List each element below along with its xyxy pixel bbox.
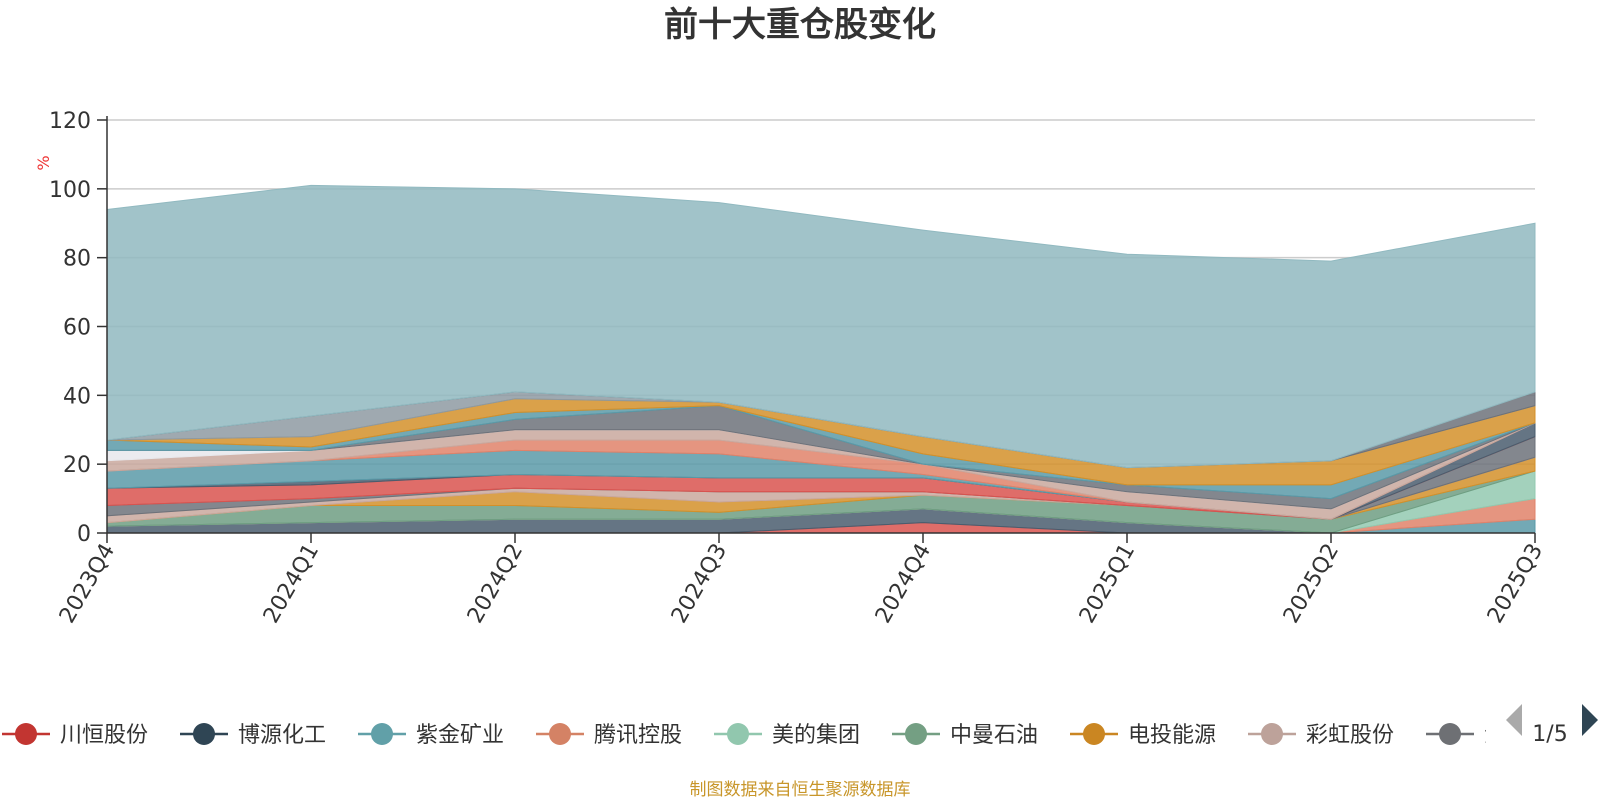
y-tick-label: 60 [63,316,91,341]
legend-page-indicator: 1/5 [1532,722,1567,747]
x-tick-label: 2024Q3 [667,540,732,628]
legend-prev-icon[interactable] [1506,704,1522,736]
area-series-21 [106,184,1536,469]
x-tick-label: 2025Q2 [1279,540,1344,628]
legend-item[interactable]: 川恒股份 [2,723,148,748]
legend-label: 电投能源 [1128,723,1216,748]
legend-marker-icon [1083,723,1105,745]
legend-marker-icon [549,723,571,745]
y-tick-label: 20 [63,453,91,478]
legend-marker-icon [905,723,927,745]
legend-label: 腾讯控股 [594,723,682,748]
legend-item[interactable]: 博源化工 [180,723,326,748]
legend-marker-icon [1261,723,1283,745]
legend-item[interactable]: 腾讯控股 [536,723,682,748]
legend-label: 紫金矿业 [416,723,504,748]
y-axis-label: % [34,155,53,170]
y-tick-label: 0 [77,522,91,547]
legend-item[interactable]: 电投能源 [1070,723,1216,748]
legend-marker-icon [727,723,749,745]
legend-label: 彩虹股份 [1306,723,1394,748]
x-tick-label: 2023Q4 [55,540,120,628]
legend-item[interactable]: 中曼石油 [892,723,1038,748]
x-tick-label: 2025Q3 [1483,540,1548,628]
legend-label: 汇 [1484,723,1506,748]
data-source-note: 制图数据来自恒生聚源数据库 [690,780,911,800]
legend-marker-icon [193,723,215,745]
legend-item[interactable]: 美的集团 [714,723,860,748]
legend-next-icon[interactable] [1582,704,1598,736]
y-tick-label: 120 [49,109,91,134]
legend-label: 博源化工 [238,723,326,748]
y-tick-label: 100 [49,178,91,203]
x-tick-label: 2024Q1 [259,540,324,628]
legend-marker-icon [1439,723,1461,745]
legend-item[interactable]: 紫金矿业 [358,723,504,748]
chart-title: 前十大重仓股变化 [664,5,936,45]
legend-label: 川恒股份 [60,723,148,748]
y-tick-label: 80 [63,247,91,272]
legend-marker-icon [371,723,393,745]
legend-item[interactable]: 彩虹股份 [1248,723,1394,748]
legend-label: 美的集团 [772,723,860,748]
y-tick-label: 40 [63,384,91,409]
x-tick-label: 2024Q4 [871,540,936,628]
legend-label: 中曼石油 [950,723,1038,748]
x-tick-label: 2025Q1 [1075,540,1140,628]
legend-pager: 1/5 [1506,704,1598,747]
legend: 川恒股份 博源化工 紫金矿业 腾讯控股 美的集团 中曼石油 电投能源 彩虹股份 汇 [2,723,1506,748]
legend-marker-icon [15,723,37,745]
area-series-group [106,184,1536,534]
legend-item[interactable]: 汇 [1426,723,1506,748]
x-tick-label: 2024Q2 [463,540,528,628]
